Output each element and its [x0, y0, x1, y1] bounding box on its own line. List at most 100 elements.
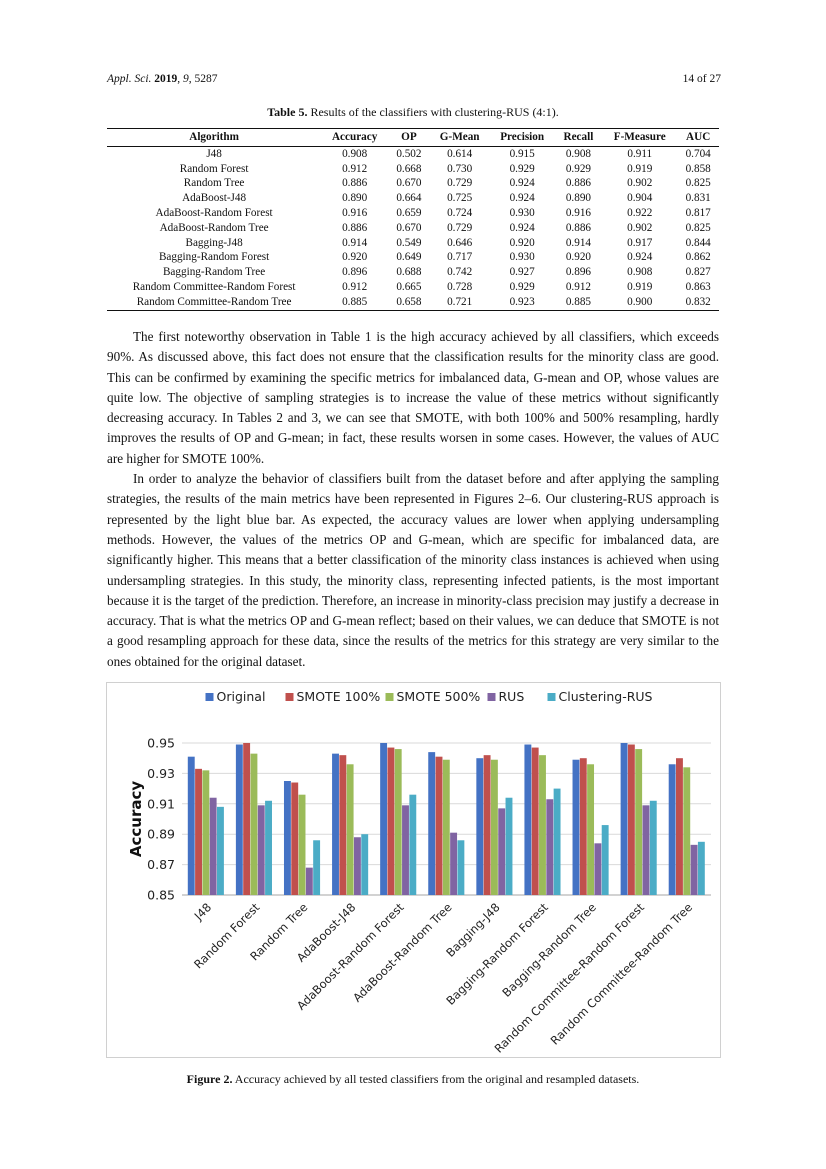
table-row: Bagging-Random Tree 0.896 0.688 0.742 0.927 0… — [107, 265, 719, 280]
metric-cell: 0.929 — [509, 280, 535, 293]
metric-cell: 0.502 — [396, 147, 422, 160]
bar — [353, 837, 361, 895]
bar — [579, 758, 587, 895]
journal-volume: 9 — [183, 73, 189, 85]
metric-cell: 0.725 — [447, 192, 473, 205]
bar — [187, 756, 195, 895]
bar — [697, 841, 705, 895]
metric-cell: 0.704 — [685, 147, 711, 160]
table-caption-text: Results of the classifiers with clusteri… — [310, 105, 559, 119]
bar — [505, 797, 513, 895]
table-row: Random Forest 0.912 0.668 0.730 0.929 0.929 0.… — [107, 162, 719, 177]
x-tick-label: AdaBoost-Random Tree — [350, 900, 455, 1005]
metric-cell: 0.728 — [447, 280, 473, 293]
metric-cell: 0.908 — [627, 266, 653, 279]
algorithm-cell: Random Tree — [183, 177, 245, 190]
bar — [676, 758, 683, 895]
bar — [620, 743, 628, 895]
legend-swatch — [385, 693, 394, 701]
metric-cell: 0.900 — [602, 294, 678, 311]
metric-cell: 0.825 — [685, 221, 711, 234]
table-row: Random Committee-Random Forest 0.912 0.665… — [107, 280, 719, 295]
bar — [387, 747, 395, 895]
metric-cell: 0.924 — [627, 251, 653, 264]
bar — [257, 805, 265, 895]
body-text: The first noteworthy observation in Tabl… — [107, 327, 719, 672]
metric-cell: 0.646 — [447, 236, 473, 249]
metric-cell: 0.920 — [342, 251, 368, 264]
metric-cell: 0.902 — [627, 177, 653, 190]
metric-cell: 0.717 — [447, 251, 473, 264]
metric-cell: 0.729 — [447, 177, 473, 190]
bar — [339, 755, 347, 895]
metric-cell: 0.923 — [489, 294, 555, 311]
bar — [649, 800, 657, 895]
table-row: Bagging-J48 0.914 0.549 0.646 0.920 0.914 0.91… — [107, 236, 719, 251]
metric-cell: 0.649 — [396, 251, 422, 264]
legend-label: Clustering-RUS — [559, 689, 653, 704]
table-row: AdaBoost-J48 0.890 0.664 0.725 0.924 0.890 0.9… — [107, 191, 719, 206]
metric-cell: 0.924 — [509, 192, 535, 205]
legend-label: SMOTE 500% — [397, 689, 481, 704]
bar — [243, 743, 251, 895]
metric-cell: 0.924 — [509, 221, 535, 234]
bar — [313, 840, 321, 895]
metric-cell: 0.912 — [342, 162, 368, 175]
article-number: , 5287 — [188, 73, 218, 85]
bar — [690, 844, 698, 895]
table-row: Random Tree 0.886 0.670 0.729 0.924 0.886 0.90… — [107, 176, 719, 191]
metric-cell: 0.929 — [565, 162, 591, 175]
bar — [683, 767, 691, 895]
metric-cell: 0.827 — [685, 266, 711, 279]
table-row: J48 0.908 0.502 0.614 0.915 0.908 0.911 0.704 — [107, 146, 719, 161]
bar — [498, 808, 506, 895]
metric-cell: 0.886 — [565, 177, 591, 190]
y-tick-label: 0.85 — [147, 888, 175, 903]
legend-swatch — [487, 693, 496, 701]
legend-label: Original — [217, 689, 266, 704]
metric-cell: 0.917 — [627, 236, 653, 249]
y-tick-label: 0.95 — [147, 736, 175, 751]
metric-cell: 0.614 — [447, 147, 473, 160]
bar — [332, 753, 339, 895]
journal-year: 2019 — [154, 73, 178, 85]
algorithm-cell: AdaBoost-Random Forest — [155, 206, 273, 219]
column-header: Precision — [489, 128, 555, 147]
legend-label: SMOTE 100% — [297, 689, 381, 704]
metric-cell: 0.817 — [685, 206, 711, 219]
metric-cell: 0.914 — [342, 236, 368, 249]
metric-cell: 0.549 — [396, 236, 422, 249]
figure-label: Figure 2. — [186, 1072, 233, 1086]
metric-cell: 0.927 — [509, 266, 535, 279]
y-tick-label: 0.93 — [147, 766, 175, 781]
column-header: Accuracy — [321, 128, 389, 147]
metric-cell: 0.922 — [627, 206, 653, 219]
bar — [483, 755, 491, 895]
bar — [553, 788, 561, 895]
algorithm-cell: AdaBoost-Random Tree — [159, 221, 269, 234]
legend-swatch — [205, 693, 214, 701]
table-row: Random Committee-Random Tree 0.885 0.658 0.… — [107, 294, 719, 311]
metric-cell: 0.858 — [685, 162, 711, 175]
page-number: 14 of 27 — [682, 73, 721, 85]
journal-name: Appl. Sci. — [107, 73, 152, 85]
bar — [587, 764, 595, 895]
metric-cell: 0.930 — [509, 251, 535, 264]
bar — [457, 840, 465, 895]
metric-cell: 0.730 — [447, 162, 473, 175]
metric-cell: 0.863 — [685, 280, 711, 293]
bar — [346, 764, 354, 895]
metric-cell: 0.886 — [342, 177, 368, 190]
algorithm-cell: Bagging-Random Forest — [158, 251, 270, 264]
metric-cell: 0.896 — [565, 266, 591, 279]
algorithm-cell: Bagging-Random Tree — [162, 266, 266, 279]
bar — [250, 753, 258, 895]
y-tick-label: 0.91 — [147, 796, 175, 811]
bar — [627, 744, 635, 895]
legend-label: RUS — [499, 689, 525, 704]
bar — [283, 781, 291, 895]
metric-cell: 0.930 — [509, 206, 535, 219]
metric-cell: 0.885 — [554, 294, 603, 311]
metric-cell: 0.924 — [509, 177, 535, 190]
table-label: Table 5. — [267, 105, 308, 119]
